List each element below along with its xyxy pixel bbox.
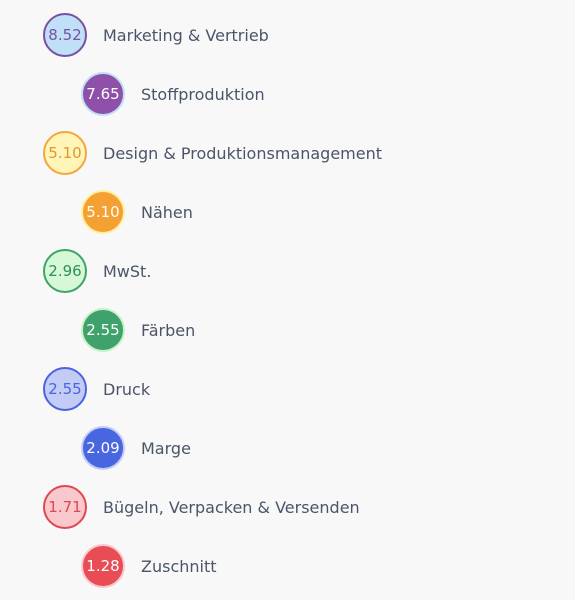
list-item: 2.09 Marge: [81, 423, 191, 473]
list-item: 1.71 Bügeln, Verpacken & Versenden: [43, 482, 360, 532]
list-item: 1.28 Zuschnitt: [81, 541, 217, 591]
item-label: Färben: [141, 320, 196, 340]
value-circle: 8.52: [43, 13, 87, 57]
list-item: 2.55 Druck: [43, 364, 150, 414]
item-label: Design & Produktionsmanagement: [103, 143, 382, 163]
value-circle: 1.71: [43, 485, 87, 529]
value-circle: 2.55: [43, 367, 87, 411]
value-circle: 2.09: [81, 426, 125, 470]
value-circle: 7.65: [81, 72, 125, 116]
item-label: Nähen: [141, 202, 193, 222]
list-item: 7.65 Stoffproduktion: [81, 69, 265, 119]
value-circle: 2.96: [43, 249, 87, 293]
list-item: 5.10 Design & Produktionsmanagement: [43, 128, 382, 178]
item-label: Bügeln, Verpacken & Versenden: [103, 497, 360, 517]
list-item: 2.96 MwSt.: [43, 246, 151, 296]
item-label: MwSt.: [103, 261, 152, 281]
item-label: Marge: [141, 438, 191, 458]
value-circle: 2.55: [81, 308, 125, 352]
value-circle: 5.10: [81, 190, 125, 234]
item-label: Marketing & Vertrieb: [103, 25, 269, 45]
list-item: 5.10 Nähen: [81, 187, 193, 237]
value-circle: 1.28: [81, 544, 125, 588]
item-label: Druck: [103, 379, 151, 399]
list-item: 2.55 Färben: [81, 305, 195, 355]
item-label: Stoffproduktion: [141, 84, 265, 104]
list-item: 8.52 Marketing & Vertrieb: [43, 10, 269, 60]
item-label: Zuschnitt: [141, 556, 217, 576]
value-circle: 5.10: [43, 131, 87, 175]
